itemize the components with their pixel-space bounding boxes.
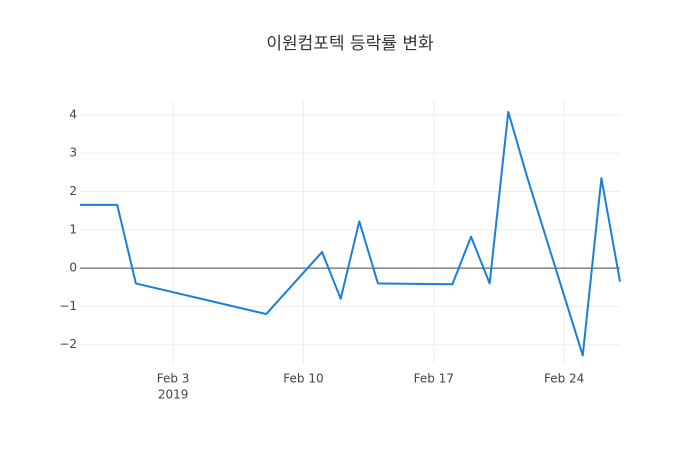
x-tick-label: Feb 17: [414, 372, 454, 386]
y-tick-label: 0: [69, 261, 77, 275]
chart-title: 이원컴포텍 등락률 변화: [266, 34, 434, 54]
x-year-label: 2019: [158, 388, 189, 402]
y-tick-label: 3: [69, 146, 77, 160]
x-tick-label: Feb 24: [544, 372, 584, 386]
data-line: [80, 110, 621, 357]
x-tick-label: Feb 3: [157, 372, 190, 386]
y-tick-label: −1: [59, 299, 77, 313]
x-tick-label: Feb 10: [283, 372, 323, 386]
y-tick-label: −2: [59, 337, 77, 351]
y-tick-label: 4: [69, 107, 77, 121]
y-tick-label: 2: [69, 184, 77, 198]
y-tick-label: 1: [69, 222, 77, 236]
